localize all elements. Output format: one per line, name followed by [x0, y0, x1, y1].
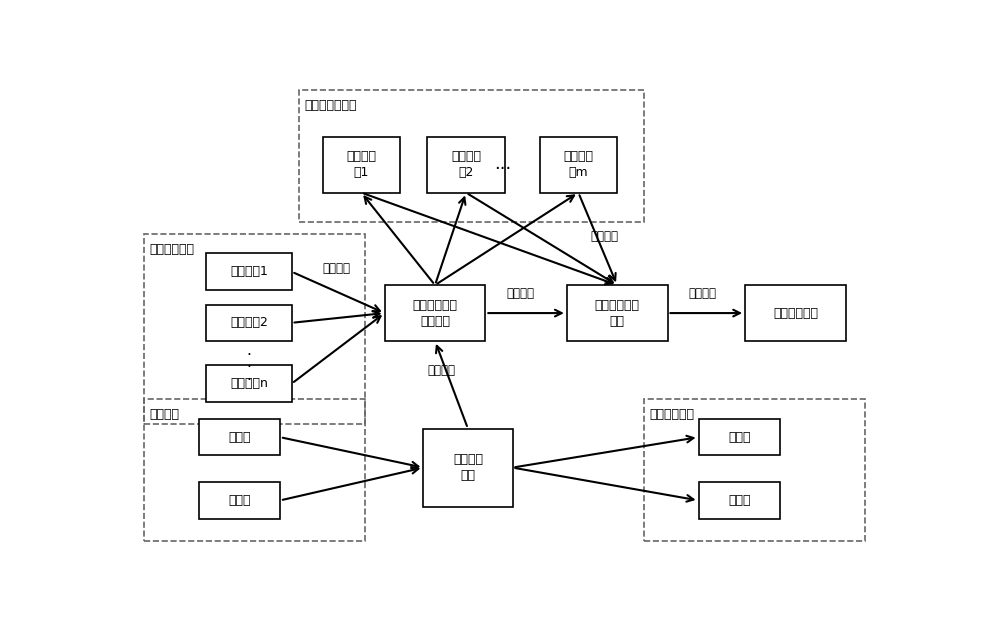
Bar — [299, 90, 644, 222]
Text: 数据接收对象: 数据接收对象 — [649, 408, 694, 421]
Text: 任务处理
器m: 任务处理 器m — [563, 150, 593, 179]
Bar — [206, 365, 292, 402]
Bar — [144, 234, 365, 424]
Text: 明文内容: 明文内容 — [427, 364, 455, 377]
Bar — [745, 285, 846, 341]
Bar — [427, 137, 505, 193]
Bar — [199, 482, 280, 519]
Text: 任务信息: 任务信息 — [506, 287, 534, 300]
Text: 检测任务: 检测任务 — [323, 262, 351, 274]
Bar — [567, 285, 668, 341]
Text: 检测结果生成
模块: 检测结果生成 模块 — [595, 298, 640, 327]
Bar — [540, 137, 617, 193]
Text: 检测结果: 检测结果 — [688, 287, 716, 300]
Bar — [698, 482, 780, 519]
Text: 检测工具n: 检测工具n — [230, 377, 268, 390]
Text: ·
·
·: · · · — [247, 348, 251, 388]
Text: 检测工具1: 检测工具1 — [230, 265, 268, 278]
Text: 客户端: 客户端 — [728, 494, 750, 507]
Text: 检测工具模块: 检测工具模块 — [149, 243, 194, 256]
Text: 任务处理
器1: 任务处理 器1 — [346, 150, 376, 179]
Bar — [698, 419, 780, 456]
Bar — [206, 305, 292, 341]
Bar — [199, 419, 280, 456]
Bar — [644, 399, 865, 540]
Bar — [206, 253, 292, 290]
Text: ...: ... — [494, 155, 511, 173]
Text: 服务端: 服务端 — [728, 430, 750, 444]
Bar — [385, 285, 485, 341]
Bar — [423, 428, 512, 506]
Text: 检测对象: 检测对象 — [149, 408, 179, 421]
Text: 检测任务生产
调度模块: 检测任务生产 调度模块 — [413, 298, 458, 327]
Text: 代理解密
模块: 代理解密 模块 — [453, 453, 483, 482]
Bar — [144, 399, 365, 540]
Text: 检测工具2: 检测工具2 — [230, 316, 268, 329]
Text: 客户端: 客户端 — [228, 430, 251, 444]
Text: 任务处理
器2: 任务处理 器2 — [451, 150, 481, 179]
Text: 后续处理模块: 后续处理模块 — [773, 307, 818, 320]
Text: 任务结果: 任务结果 — [590, 230, 618, 243]
Text: 服务器: 服务器 — [228, 494, 251, 507]
Text: 任务处理器模块: 任务处理器模块 — [304, 99, 357, 112]
Bar — [323, 137, 400, 193]
